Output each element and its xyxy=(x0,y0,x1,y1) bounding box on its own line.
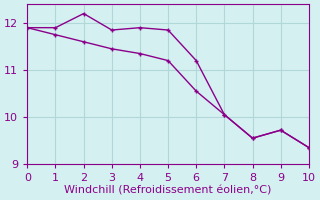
X-axis label: Windchill (Refroidissement éolien,°C): Windchill (Refroidissement éolien,°C) xyxy=(64,186,272,196)
